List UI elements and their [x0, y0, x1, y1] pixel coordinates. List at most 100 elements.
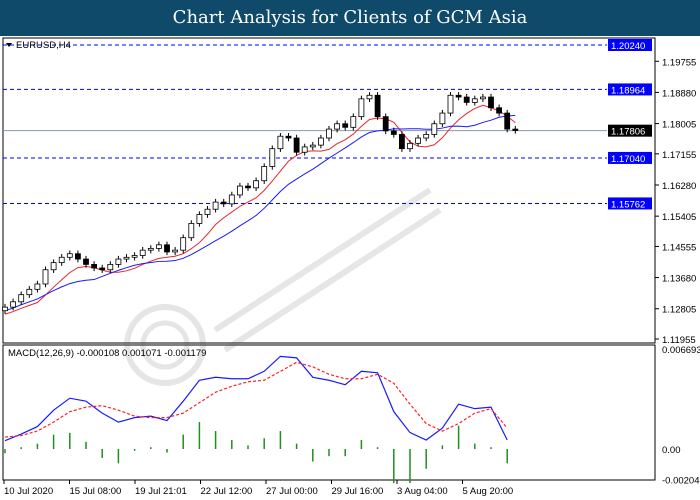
- candle: [123, 256, 130, 260]
- macd-y-tick-label: -0.002049: [662, 476, 700, 487]
- candle: [131, 255, 138, 258]
- y-tick-label: 1.18005: [662, 120, 696, 131]
- candle: [277, 135, 284, 150]
- level-label: 1.18964: [611, 85, 645, 96]
- x-tick-label: 15 Jul 08:00: [70, 486, 122, 497]
- candle: [447, 94, 454, 114]
- candle: [58, 256, 65, 264]
- candle: [172, 249, 179, 253]
- level-label: 1.17040: [611, 154, 645, 165]
- level-label: 1.20240: [611, 41, 645, 52]
- candle: [50, 262, 57, 271]
- moving-average-slow: [4, 114, 516, 312]
- moving-average-fast: [4, 104, 516, 315]
- candle: [504, 112, 511, 130]
- candle: [18, 294, 25, 303]
- macd-panel-frame: [2, 344, 656, 481]
- candle: [42, 269, 49, 285]
- candle: [326, 128, 332, 139]
- candle: [334, 123, 341, 130]
- candle: [236, 185, 243, 196]
- candle: [301, 146, 308, 153]
- candle: [398, 134, 405, 150]
- price-panel-frame: [2, 37, 656, 344]
- candle: [10, 301, 17, 308]
- candle: [285, 135, 292, 139]
- y-tick-label: 1.14555: [662, 242, 696, 253]
- candle: [83, 258, 89, 265]
- candle: [75, 253, 81, 260]
- candle: [196, 214, 203, 224]
- macd-y-tick-label: 0.006693: [662, 345, 700, 356]
- x-tick-label: 5 Aug 20:00: [463, 486, 514, 497]
- y-tick-label: 1.11955: [662, 335, 696, 346]
- candle: [220, 201, 227, 205]
- candle: [463, 96, 470, 103]
- macd-label: MACD(12,26,9) -0.000108 0.001071 -0.0011…: [8, 348, 206, 359]
- y-tick-label: 1.16280: [662, 181, 696, 192]
- candle: [407, 142, 413, 150]
- page-title: Chart Analysis for Clients of GCM Asia: [0, 0, 700, 36]
- candle: [261, 166, 268, 182]
- candle: [423, 134, 430, 139]
- candle: [358, 98, 365, 118]
- candle: [245, 185, 251, 189]
- candle: [34, 283, 41, 290]
- y-tick-label: 1.19755: [662, 57, 696, 68]
- level-badge: [608, 39, 652, 51]
- candle: [512, 128, 519, 131]
- y-tick-label: 1.18880: [662, 88, 696, 99]
- candle: [269, 148, 276, 167]
- candle: [488, 96, 494, 109]
- candle: [66, 253, 73, 258]
- candle: [293, 137, 300, 153]
- candle: [164, 244, 170, 253]
- candle: [439, 112, 446, 125]
- candle: [253, 180, 260, 189]
- candle: [390, 130, 397, 135]
- candle: [415, 137, 422, 144]
- watermark-logo: [124, 187, 442, 386]
- candle: [496, 107, 503, 114]
- x-tick-label: 10 Jul 2020: [4, 486, 53, 497]
- candle: [2, 306, 8, 312]
- current-price-badge: [608, 124, 652, 137]
- current-price-label: 1.17806: [611, 127, 645, 138]
- y-tick-label: 1.15405: [662, 212, 696, 223]
- candle: [350, 116, 357, 128]
- y-tick-label: 1.13680: [662, 274, 696, 285]
- level-badge: [608, 151, 652, 164]
- candle: [479, 96, 486, 100]
- level-badge: [608, 83, 652, 96]
- level-label: 1.15762: [611, 199, 645, 210]
- candle: [374, 94, 381, 118]
- candle: [212, 201, 219, 210]
- candle: [107, 264, 114, 271]
- candle: [366, 94, 373, 100]
- x-tick-label: 27 Jul 00:00: [266, 486, 318, 497]
- candle: [180, 237, 187, 251]
- candle: [317, 137, 324, 146]
- x-tick-label: 22 Jul 12:00: [201, 486, 253, 497]
- candle: [382, 116, 389, 132]
- candle: [139, 249, 146, 256]
- y-tick-label: 1.17155: [662, 150, 696, 161]
- candle: [228, 194, 235, 205]
- candle: [26, 288, 33, 296]
- symbol-label: EURUSD,H4: [16, 40, 71, 51]
- candle: [147, 247, 154, 251]
- candle: [204, 208, 211, 215]
- x-tick-label: 29 Jul 16:00: [332, 486, 384, 497]
- macd-main-line: [4, 355, 508, 442]
- candle: [91, 264, 97, 269]
- x-tick-label: 3 Aug 04:00: [397, 486, 448, 497]
- x-tick-label: 19 Jul 21:01: [135, 486, 187, 497]
- candle: [342, 123, 349, 128]
- candle: [431, 123, 438, 135]
- candle: [155, 244, 162, 249]
- y-tick-label: 1.12805: [662, 305, 696, 316]
- candle: [188, 223, 195, 239]
- dropdown-triangle-icon[interactable]: [6, 43, 12, 47]
- candle: [115, 258, 122, 265]
- candle: [471, 98, 478, 103]
